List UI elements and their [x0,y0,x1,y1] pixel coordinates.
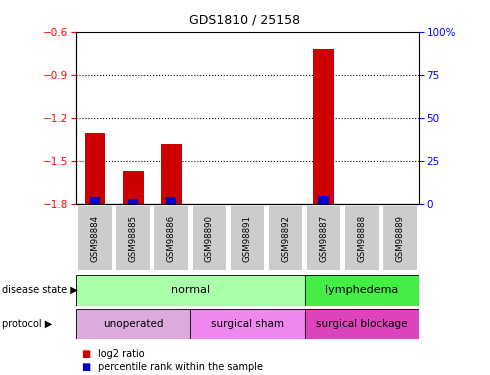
Text: surgical sham: surgical sham [211,319,284,329]
Text: ■: ■ [81,350,90,359]
Text: GSM98888: GSM98888 [357,214,367,262]
Bar [78,206,112,270]
Text: surgical blockage: surgical blockage [316,319,408,329]
Text: ■: ■ [81,362,90,372]
Bar [190,309,305,339]
Text: log2 ratio: log2 ratio [98,350,145,359]
Text: disease state ▶: disease state ▶ [2,285,78,295]
Bar [166,198,176,204]
Bar [318,196,329,204]
Bar [90,198,100,204]
Bar [76,309,190,339]
Text: GSM98886: GSM98886 [167,214,176,262]
Text: percentile rank within the sample: percentile rank within the sample [98,362,263,372]
Text: normal: normal [171,285,210,295]
Bar [307,206,341,270]
Bar [269,206,302,270]
Text: lymphedema: lymphedema [325,285,398,295]
Text: GSM98884: GSM98884 [91,214,99,262]
Text: protocol ▶: protocol ▶ [2,319,53,329]
Text: GSM98887: GSM98887 [319,214,328,262]
Bar [76,275,305,306]
Bar [305,309,419,339]
Bar [383,206,416,270]
Text: unoperated: unoperated [103,319,163,329]
Bar [161,144,182,204]
Text: GSM98889: GSM98889 [395,214,404,262]
Text: GSM98892: GSM98892 [281,214,290,262]
Bar [305,275,419,306]
Text: GSM98891: GSM98891 [243,214,252,262]
Bar [231,206,264,270]
Bar [128,199,138,204]
Bar [116,206,150,270]
Text: GSM98890: GSM98890 [205,214,214,262]
Bar [154,206,188,270]
Bar [313,49,334,204]
Bar [84,132,105,204]
Text: GDS1810 / 25158: GDS1810 / 25158 [190,13,300,26]
Text: GSM98885: GSM98885 [128,214,138,262]
Bar [345,206,379,270]
Bar [193,206,226,270]
Bar [122,171,144,204]
